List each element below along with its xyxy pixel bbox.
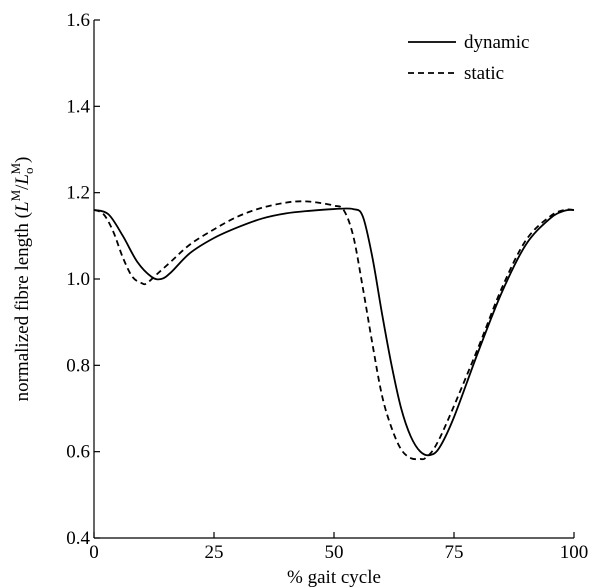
legend-label-static: static [464, 63, 504, 84]
x-tick-label: 25 [205, 542, 224, 563]
y-axis-title-slash: / [12, 184, 33, 190]
y-axis-title-close: ) [12, 157, 33, 163]
x-tick-label: 100 [560, 542, 589, 563]
y-ticks: 0.4 0.6 0.8 1.0 1.2 1.4 1.6 [66, 10, 100, 549]
x-ticks: 0 25 50 75 100 [89, 532, 588, 563]
legend-label-dynamic: dynamic [464, 32, 529, 53]
series-line-static [93, 200, 575, 461]
y-tick-label: 1.2 [66, 183, 90, 204]
y-tick-label: 0.6 [66, 442, 90, 463]
x-tick-label: 0 [89, 542, 99, 563]
y-tick-label: 1.6 [66, 10, 90, 31]
y-axis-title-M-sup2: M [8, 162, 23, 174]
series-line-dynamic [93, 207, 575, 457]
y-tick-label: 1.4 [66, 96, 90, 117]
legend: dynamic static [408, 32, 529, 84]
y-axis-title: normalized fibre length (LM/LoM) [8, 157, 36, 402]
y-axis-title-L2: L [12, 174, 33, 186]
y-axis-title-o-sub: o [21, 167, 36, 174]
y-axis-title-M-sup: M [8, 189, 23, 201]
x-tick-label: 50 [325, 542, 344, 563]
x-axis-title: % gait cycle [287, 567, 381, 587]
chart-axes [93, 20, 574, 539]
x-tick-label: 75 [445, 542, 464, 563]
y-tick-label: 0.8 [66, 355, 90, 376]
y-axis-title-L: L [12, 201, 33, 213]
series-layer [93, 200, 575, 461]
y-axis-title-prefix: normalized fibre length ( [12, 212, 33, 401]
y-tick-label: 0.4 [66, 528, 90, 549]
y-tick-label: 1.0 [66, 269, 90, 290]
